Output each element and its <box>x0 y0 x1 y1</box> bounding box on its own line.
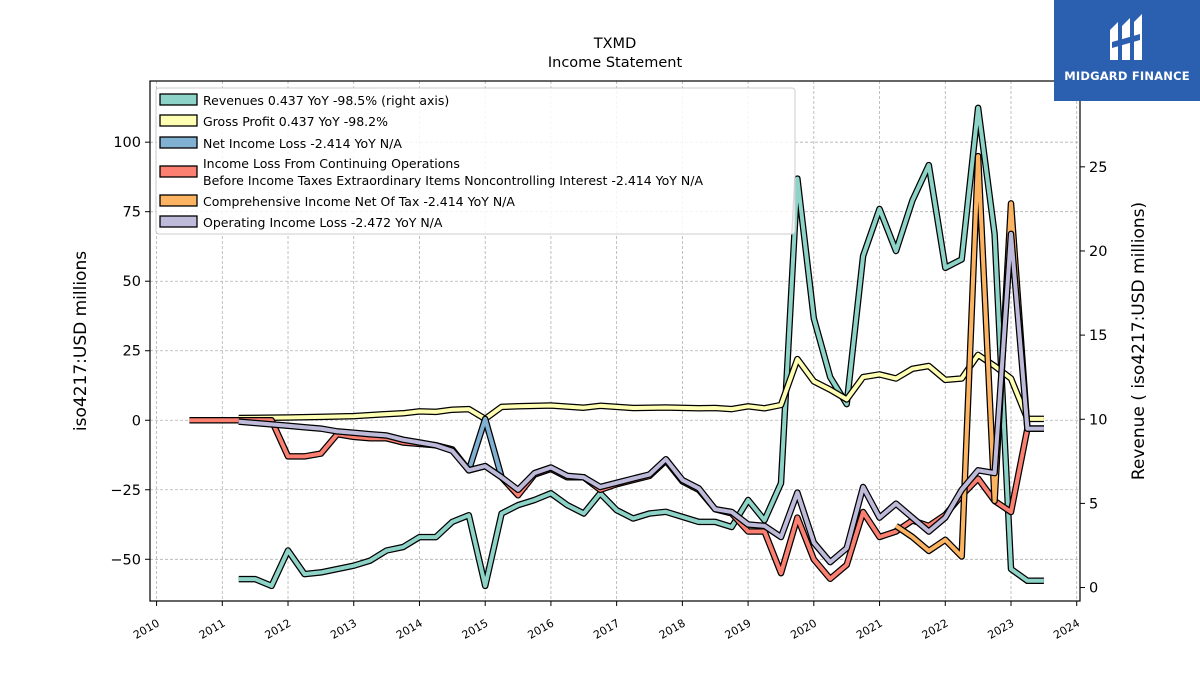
y-right-tick-label: 5 <box>1089 496 1098 512</box>
legend-label-revenues: Revenues 0.437 YoY -98.5% (right axis) <box>203 93 449 108</box>
plot-frame <box>149 80 1081 602</box>
y-left-tick-label: −50 <box>110 552 141 568</box>
series-outline-pretax_income <box>189 417 1044 583</box>
y-left-tick-label: 75 <box>123 205 141 221</box>
y-right-tick-label: 20 <box>1089 244 1107 260</box>
legend-label-operating_income: Operating Income Loss -2.472 YoY N/A <box>203 215 443 230</box>
x-tick-label: 2015 <box>460 617 491 642</box>
legend: Revenues 0.437 YoY -98.5% (right axis) Gr… <box>155 87 796 235</box>
legend-swatch-comprehensive_income <box>159 194 198 207</box>
x-tick-label: 2010 <box>131 617 162 642</box>
legend-swatch-gross_profit <box>159 114 198 127</box>
x-tick-label: 2024 <box>1051 617 1082 642</box>
chart-title: TXMD <box>593 36 636 52</box>
series-layer <box>189 104 1044 590</box>
legend-label-comprehensive_income: Comprehensive Income Net Of Tax -2.414 Y… <box>203 194 515 209</box>
x-tick-label: 2016 <box>525 617 556 642</box>
y-right-tick-label: 10 <box>1089 412 1107 428</box>
logo-text: MIDGARD FINANCE <box>1064 69 1190 83</box>
y-right-tick-label: 0 <box>1089 581 1098 597</box>
brand-logo: MIDGARD FINANCE <box>1054 0 1200 101</box>
legend-swatch-net_income <box>159 136 198 149</box>
x-tick-label: 2021 <box>854 617 885 642</box>
x-tick-label: 2017 <box>591 617 622 642</box>
y-left-tick-label: 50 <box>123 274 141 290</box>
legend-box <box>155 87 796 235</box>
legend-swatch-pretax_income <box>159 165 198 178</box>
midgard-logo-icon <box>1110 14 1142 60</box>
x-tick-label: 2011 <box>197 617 228 642</box>
x-tick-label: 2014 <box>394 617 425 642</box>
series-operating_income <box>238 230 1044 566</box>
y-left-tick-label: 25 <box>123 344 141 360</box>
series-line-revenues <box>238 105 1044 588</box>
y-left-tick-label: 100 <box>113 135 141 151</box>
x-tick-label: 2013 <box>328 617 359 642</box>
legend-swatch-revenues <box>159 93 198 106</box>
y-left-tick-label: −25 <box>110 483 141 499</box>
chart-subtitle: Income Statement <box>548 55 683 71</box>
series-line-pretax_income <box>189 418 1044 581</box>
x-tick-label: 2023 <box>986 617 1017 642</box>
y-axis-right: 0 5 10 15 20 25 <box>1080 160 1107 597</box>
legend-label-net_income: Net Income Loss -2.414 YoY N/A <box>203 136 402 151</box>
series-line-operating_income <box>238 231 1044 565</box>
x-tick-label: 2019 <box>723 617 754 642</box>
x-tick-label: 2022 <box>920 617 951 642</box>
legend-swatch-operating_income <box>159 215 198 228</box>
series-pretax_income <box>189 417 1044 583</box>
series-revenues <box>238 104 1044 590</box>
y-axis-right-label: Revenue ( iso4217:USD millions) <box>1129 202 1149 480</box>
y-right-tick-label: 25 <box>1089 160 1107 176</box>
legend-label-pretax_income: Income Loss From Continuing Operations Be… <box>203 156 703 188</box>
y-left-tick-label: 0 <box>132 413 141 429</box>
x-tick-label: 2012 <box>263 617 294 642</box>
y-axis-left: −50 −25 0 25 50 75 100 <box>110 135 150 568</box>
x-tick-label: 2018 <box>657 617 688 642</box>
legend-label-line: Before Income Taxes Extraordinary Items … <box>203 173 703 188</box>
y-right-tick-label: 15 <box>1089 328 1107 344</box>
legend-label-line: Income Loss From Continuing Operations <box>203 156 460 171</box>
series-gross_profit <box>238 351 1044 423</box>
x-tick-label: 2020 <box>788 617 819 642</box>
legend-label-gross_profit: Gross Profit 0.437 YoY -98.2% <box>203 114 388 129</box>
series-line-gross_profit <box>238 352 1044 421</box>
x-axis: 2010 2011 2012 2013 2014 2015 2016 2017 2018 2019… <box>131 601 1082 642</box>
y-axis-left-label: iso4217:USD millions <box>71 251 91 431</box>
